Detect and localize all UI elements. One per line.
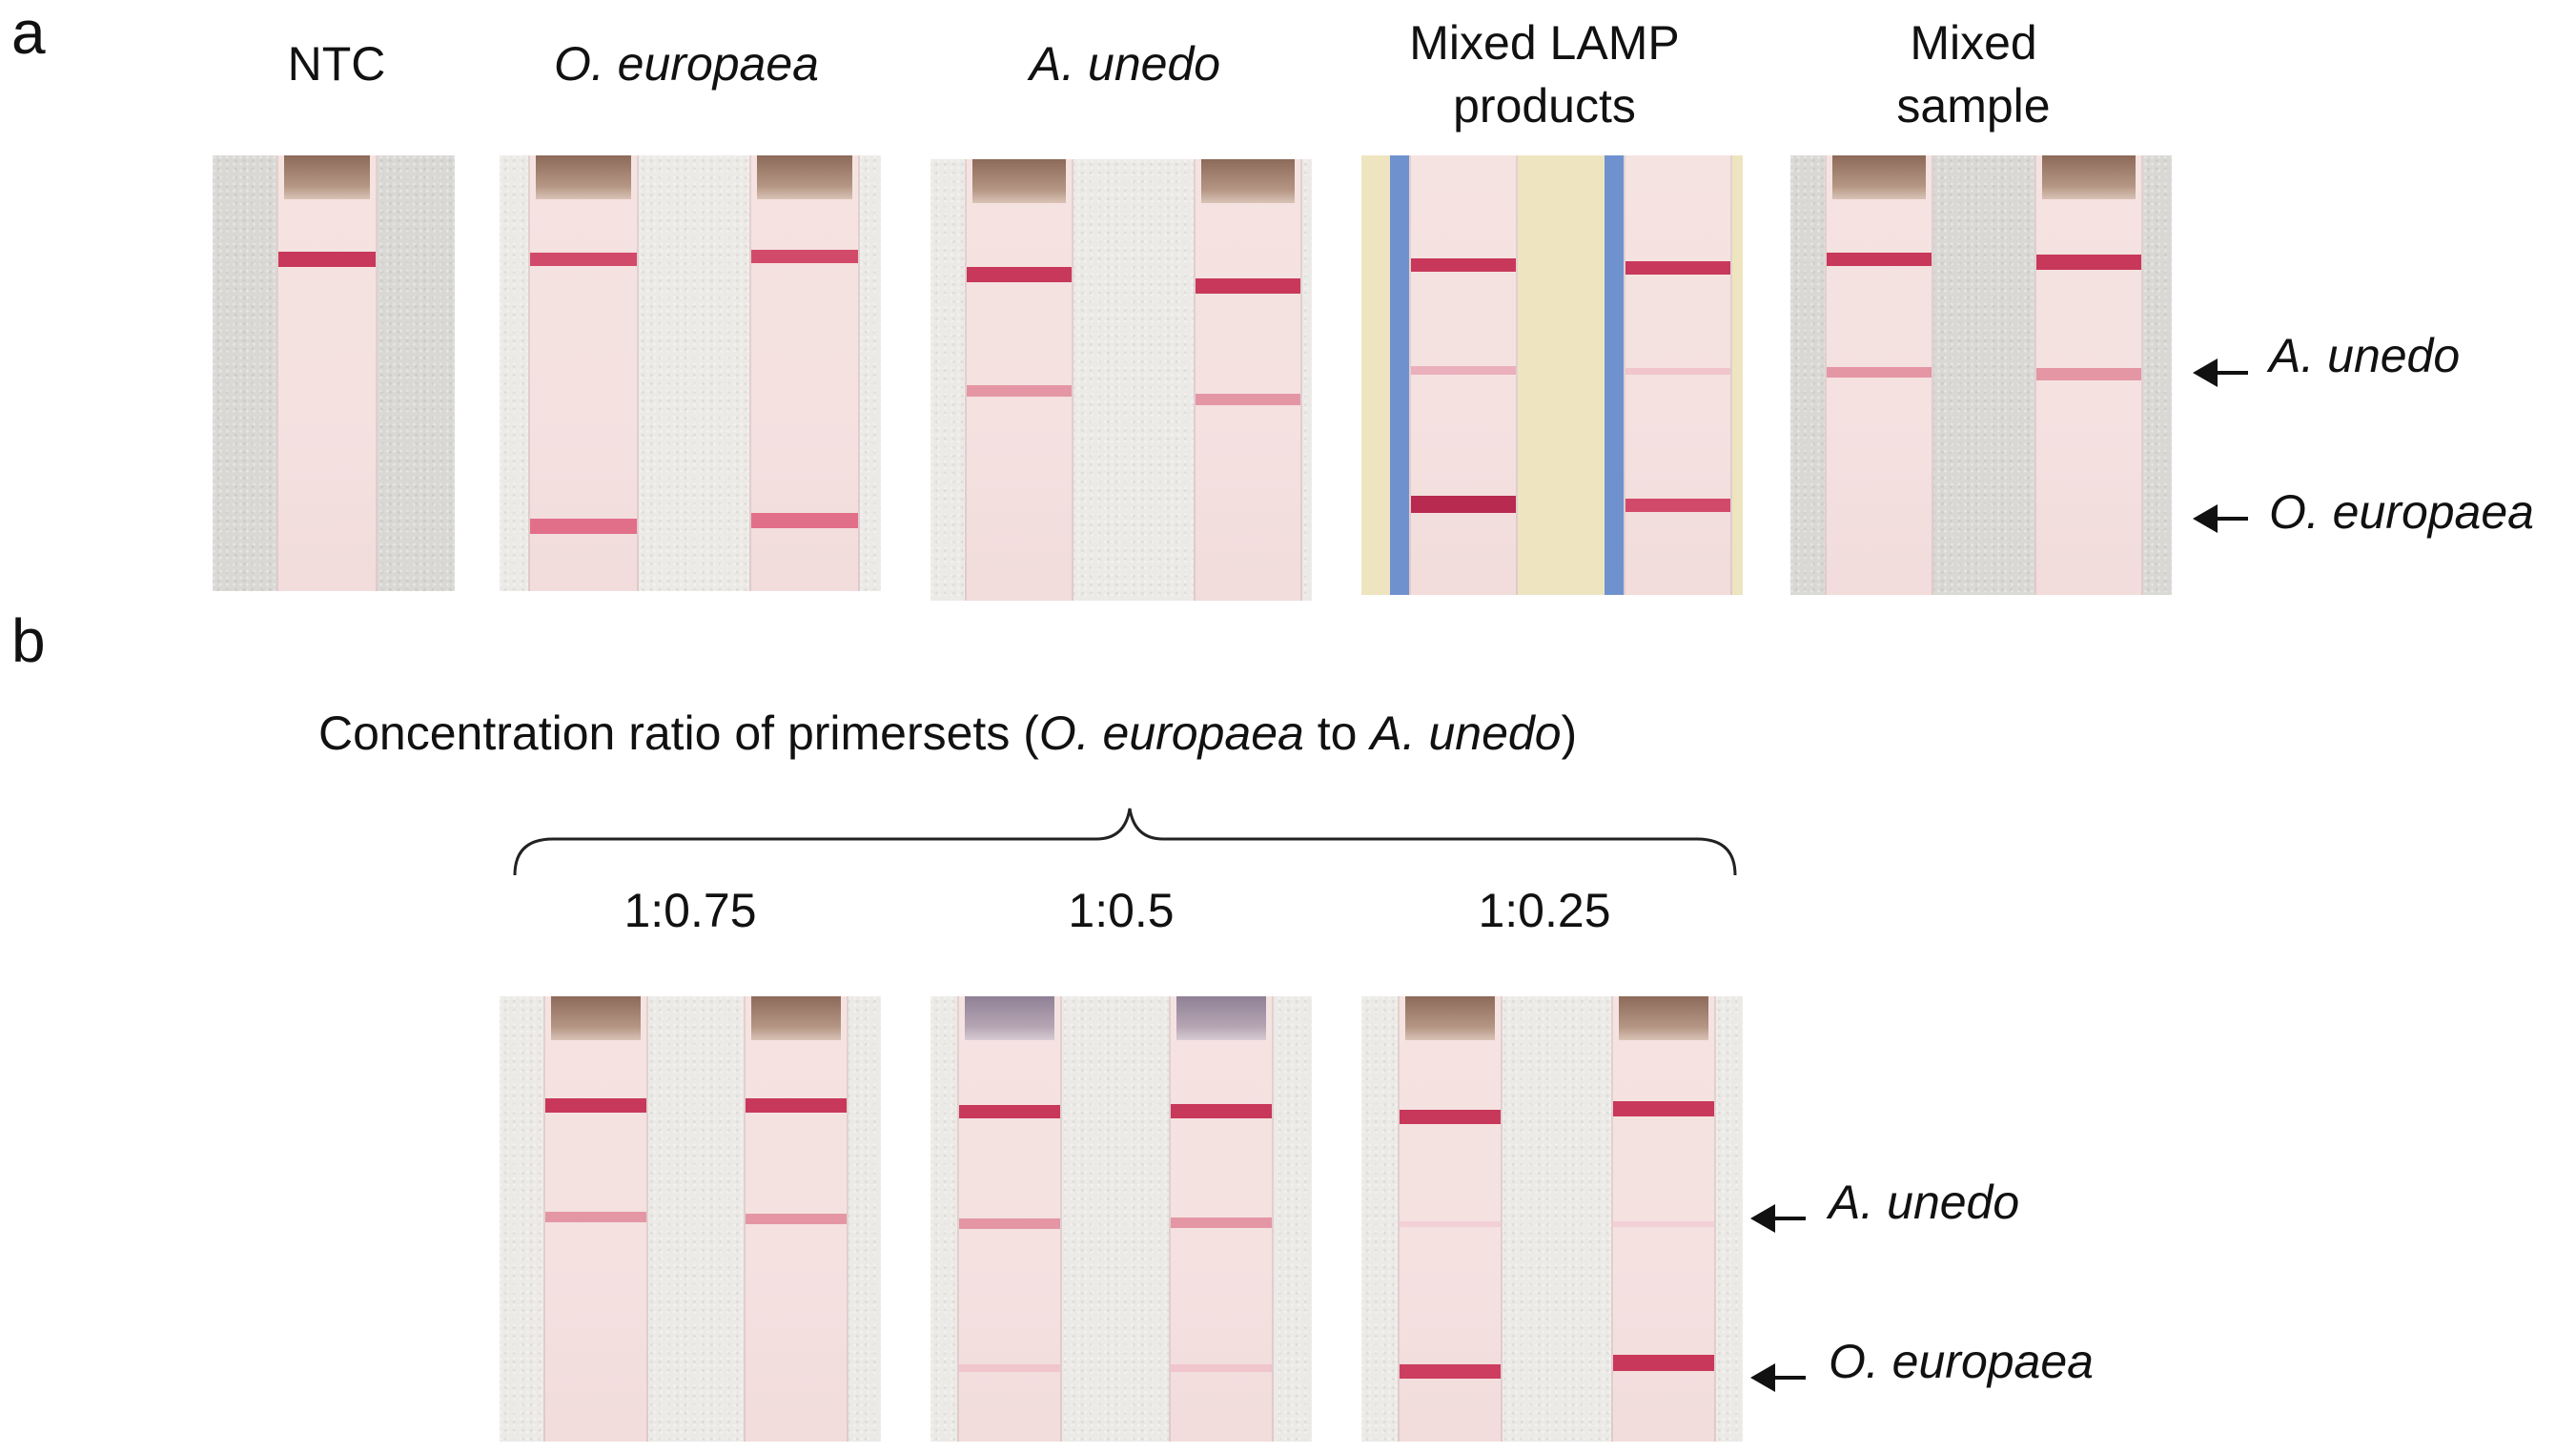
a-unedo-band: [1625, 368, 1730, 375]
o-europaea-band: [1171, 1364, 1272, 1372]
o-europaea-band: [1625, 499, 1730, 512]
test-strip: [1194, 159, 1302, 601]
control-band: [278, 252, 376, 267]
control-band: [746, 1098, 847, 1113]
ratio-label: 1:0.5: [1068, 884, 1175, 937]
test-strip: [965, 159, 1073, 601]
label-o-europaea: O. europaea: [2269, 485, 2534, 539]
curly-brace: [513, 808, 1737, 876]
sample-pad: [757, 155, 852, 199]
header-ntc: NTC: [287, 37, 386, 91]
sample-pad: [1619, 996, 1708, 1040]
sample-pad: [536, 155, 631, 199]
sample-pad: [551, 996, 641, 1040]
test-strip: [2034, 155, 2143, 595]
control-band: [2036, 255, 2141, 270]
header-o-europaea: O. europaea: [554, 37, 819, 91]
o-europaea-band: [1411, 496, 1516, 513]
blue-tape: [1605, 155, 1624, 595]
panel-a-letter: a: [11, 0, 46, 67]
arrow-left-icon: [1750, 1202, 1806, 1235]
photo-ratio-1-0.25: [1361, 996, 1743, 1442]
test-strip: [1825, 155, 1933, 595]
control-band: [1625, 261, 1730, 275]
photo-a-unedo: [930, 159, 1312, 601]
sample-pad: [284, 155, 370, 199]
control-band: [751, 250, 858, 263]
arrow-left-icon: [2193, 357, 2248, 389]
blue-tape: [1390, 155, 1409, 595]
sample-pad: [965, 996, 1054, 1040]
control-band: [1411, 258, 1516, 272]
arrow-left-icon: [1750, 1361, 1806, 1394]
a-unedo-band: [1400, 1221, 1501, 1227]
test-strip: [1169, 996, 1274, 1442]
control-band: [545, 1098, 646, 1113]
a-unedo-band: [959, 1218, 1060, 1229]
test-strip: [1409, 155, 1518, 595]
ratio-label: 1:0.75: [624, 884, 757, 937]
control-band: [1400, 1110, 1501, 1124]
test-strip: [528, 155, 639, 591]
o-europaea-band: [959, 1364, 1060, 1372]
sample-pad: [1201, 159, 1295, 203]
a-unedo-band: [1196, 394, 1300, 405]
sample-pad: [2042, 155, 2136, 199]
photo-o-europaea: [500, 155, 881, 591]
panel-b-letter: b: [11, 606, 46, 675]
test-strip: [543, 996, 648, 1442]
control-band: [967, 267, 1072, 282]
photo-ratio-1-0.5: [930, 996, 1312, 1442]
sample-pad: [1405, 996, 1495, 1040]
sample-pad: [1832, 155, 1926, 199]
control-band: [1171, 1104, 1272, 1118]
o-europaea-band: [751, 513, 858, 528]
sample-pad: [751, 996, 841, 1040]
o-europaea-band: [530, 519, 637, 534]
header-mixed-sample: Mixed sample: [1896, 16, 2051, 133]
header-mixed-lamp-products: Mixed LAMP products: [1409, 16, 1680, 133]
label-a-unedo: A. unedo: [1829, 1176, 2020, 1229]
photo-ntc: [213, 155, 455, 591]
arrow-left-icon: [2193, 502, 2248, 535]
o-europaea-band: [1613, 1355, 1714, 1371]
header-a-unedo: A. unedo: [1029, 37, 1221, 91]
a-unedo-band: [1171, 1218, 1272, 1228]
test-strip: [1611, 996, 1716, 1442]
photo-mixed-lamp-products: [1361, 155, 1743, 595]
test-strip: [957, 996, 1062, 1442]
control-band: [1196, 278, 1300, 294]
a-unedo-band: [746, 1214, 847, 1224]
a-unedo-band: [545, 1212, 646, 1222]
o-europaea-band: [1400, 1364, 1501, 1379]
control-band: [530, 253, 637, 266]
a-unedo-band: [1827, 367, 1932, 378]
label-a-unedo: A. unedo: [2269, 329, 2461, 382]
control-band: [959, 1105, 1060, 1118]
test-strip: [1624, 155, 1732, 595]
label-o-europaea: O. europaea: [1829, 1335, 2094, 1388]
control-band: [1613, 1101, 1714, 1116]
test-strip: [1398, 996, 1503, 1442]
test-strip: [749, 155, 860, 591]
sample-pad: [1176, 996, 1266, 1040]
photo-ratio-1-0.75: [500, 996, 881, 1442]
panel-b-title: Concentration ratio of primersets (O. eu…: [318, 706, 1578, 760]
a-unedo-band: [967, 385, 1072, 397]
control-band: [1827, 253, 1932, 266]
sample-pad: [972, 159, 1066, 203]
test-strip: [276, 155, 378, 591]
a-unedo-band: [1613, 1221, 1714, 1227]
a-unedo-band: [2036, 368, 2141, 380]
test-strip: [744, 996, 848, 1442]
ratio-label: 1:0.25: [1478, 884, 1611, 937]
a-unedo-band: [1411, 366, 1516, 375]
photo-mixed-sample: [1790, 155, 2172, 595]
